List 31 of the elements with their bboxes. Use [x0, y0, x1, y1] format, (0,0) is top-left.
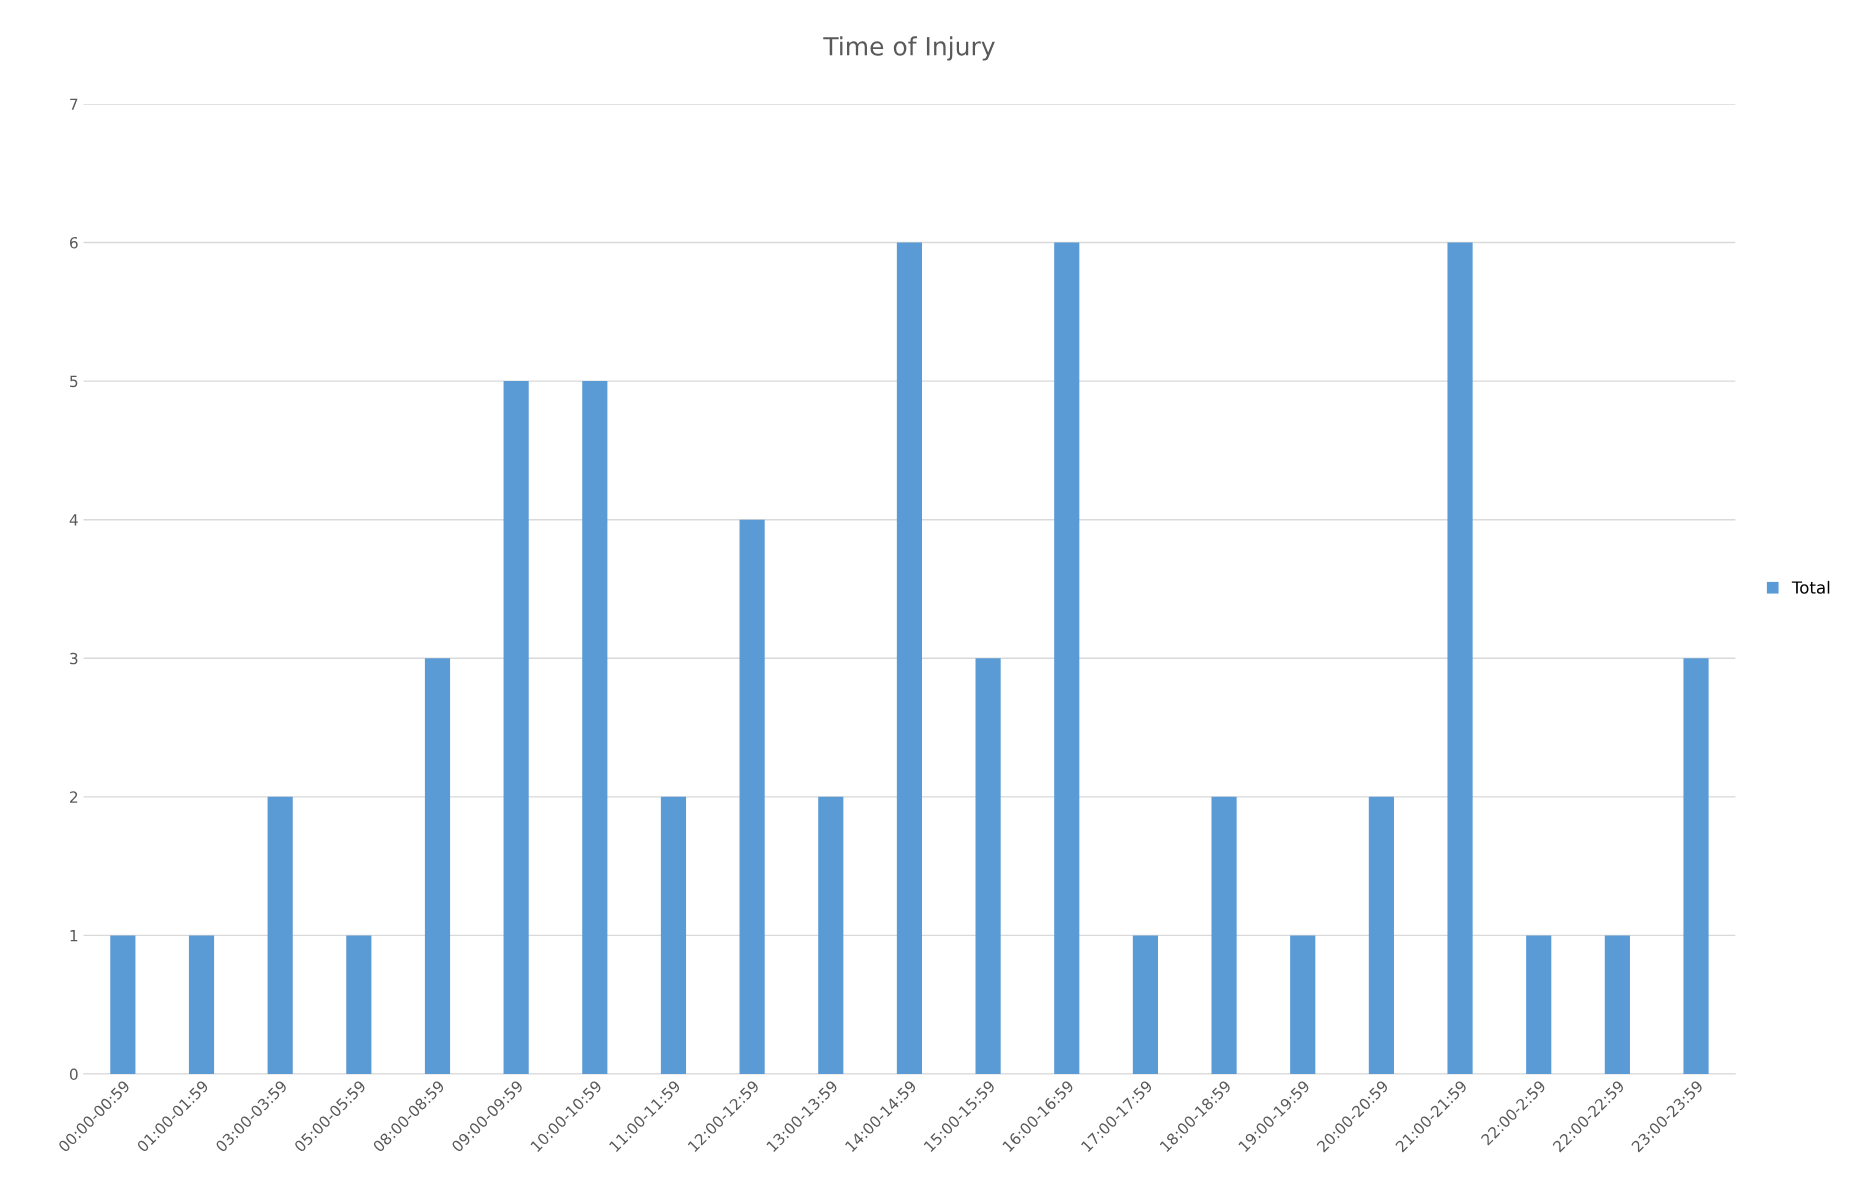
bar	[1604, 935, 1630, 1074]
y-tick-label: 6	[70, 237, 78, 249]
legend-label: Total	[1791, 580, 1830, 594]
bar	[660, 796, 687, 1074]
bar	[1290, 935, 1316, 1074]
y-tick-label: 4	[69, 514, 78, 526]
y-tick-label: 7	[70, 98, 78, 110]
bar	[1526, 935, 1552, 1074]
y-tick-label: 5	[70, 375, 78, 388]
bar	[818, 796, 844, 1074]
bar	[1132, 935, 1158, 1074]
chart-title: Time of Injury	[823, 36, 995, 61]
bar	[896, 242, 923, 1074]
bar	[346, 935, 372, 1074]
bar	[1447, 242, 1473, 1074]
y-tick-label: 0	[69, 1068, 78, 1081]
bar	[1054, 242, 1080, 1074]
bar	[1211, 796, 1237, 1074]
bar	[110, 935, 136, 1074]
bar	[267, 796, 293, 1074]
bar	[1368, 796, 1394, 1074]
bar	[582, 381, 608, 1074]
bar	[188, 935, 215, 1074]
bar	[739, 519, 765, 1074]
bar	[975, 658, 1001, 1074]
bar	[1683, 658, 1709, 1074]
bar	[424, 658, 451, 1074]
y-tick-label: 1	[70, 930, 78, 942]
bar	[503, 381, 529, 1074]
y-tick-label: 3	[70, 652, 78, 665]
y-tick-label: 2	[70, 791, 78, 803]
